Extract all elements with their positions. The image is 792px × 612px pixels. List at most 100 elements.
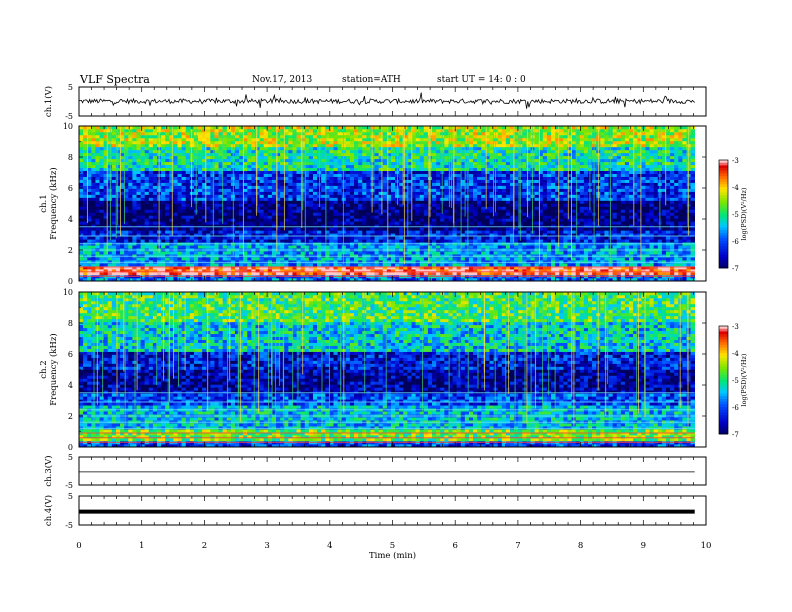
spectrogram-cell xyxy=(161,236,166,240)
spectrogram-cell xyxy=(193,266,199,270)
spectrogram-cell xyxy=(111,233,117,237)
spectrogram-cell xyxy=(317,260,322,264)
spectrogram-cell xyxy=(505,224,511,228)
spectrogram-cell xyxy=(354,215,359,219)
spectrogram-cell xyxy=(288,182,293,186)
spectrogram-cell xyxy=(579,224,585,228)
spectrogram-cell xyxy=(583,200,589,204)
spectrogram-cell xyxy=(436,191,441,195)
spectrogram-cell xyxy=(501,230,507,234)
spectrogram-cell xyxy=(239,182,244,186)
spectrogram-cell xyxy=(403,257,408,261)
spectrogram-cell xyxy=(136,233,141,237)
spectrogram-cell xyxy=(124,260,129,264)
spectrogram-cell xyxy=(321,188,326,192)
spectrogram-cell xyxy=(395,218,400,222)
spectrogram-cell xyxy=(144,266,150,270)
spectrogram-cell xyxy=(641,230,646,234)
spectrogram-cell xyxy=(657,269,663,273)
spectrogram-cell xyxy=(386,266,392,270)
spectrogram-cell xyxy=(325,272,330,276)
spectrogram-cell xyxy=(345,188,351,192)
spectrogram-cell xyxy=(333,185,338,189)
spectrogram-cell xyxy=(616,188,622,192)
spectrogram-cell xyxy=(210,194,215,198)
spectrogram-cell xyxy=(222,224,228,228)
spectrogram-cell xyxy=(292,221,297,225)
spectrogram-cell xyxy=(690,194,696,198)
spectrogram-cell xyxy=(288,218,293,222)
spectrogram-cell xyxy=(218,230,223,234)
spectrogram-cell xyxy=(510,245,515,249)
spectrogram-cell xyxy=(555,269,560,273)
spectrogram-cell xyxy=(690,203,696,207)
spectrogram-cell xyxy=(489,206,494,210)
spectrogram-cell xyxy=(304,230,310,234)
spectrogram-cell xyxy=(386,191,392,195)
spectrogram-cell xyxy=(419,221,425,225)
spectrogram-cell xyxy=(600,200,605,204)
spectrogram-cell xyxy=(99,263,104,267)
spectrogram-cell xyxy=(312,239,318,243)
spectrogram-cell xyxy=(189,206,195,210)
spectrogram-cell xyxy=(276,233,281,237)
spectrogram-cell xyxy=(427,263,433,267)
spectrogram-cell xyxy=(399,209,404,213)
spectrogram-cell xyxy=(665,215,671,219)
spectrogram-cell xyxy=(674,227,679,231)
spectrogram-cell xyxy=(263,251,269,255)
spectrogram-cell xyxy=(79,233,84,237)
spectrogram-cell xyxy=(349,206,355,210)
spectrogram-cell xyxy=(415,215,420,219)
spectrogram-cell xyxy=(349,233,355,237)
spectrogram-cell xyxy=(325,230,330,234)
spectrogram-cell xyxy=(633,278,638,282)
spectrogram-cell xyxy=(538,197,544,201)
spectrogram-cell xyxy=(579,233,585,237)
spectrogram-cell xyxy=(296,191,301,195)
spectrogram-cell xyxy=(136,239,141,243)
spectrogram-cell xyxy=(337,182,342,186)
spectrogram-cell xyxy=(583,185,589,189)
spectrogram-cell xyxy=(271,185,277,189)
spectrogram-cell xyxy=(403,212,408,216)
spectrogram-cell xyxy=(423,272,429,276)
spectrogram-cell xyxy=(161,257,166,261)
spectrogram-cell xyxy=(579,260,585,264)
spectrogram-cell xyxy=(690,278,696,282)
spectrogram-cell xyxy=(501,197,507,201)
spectrogram-cell xyxy=(538,251,544,255)
spectrogram-cell xyxy=(349,194,355,198)
spectrogram-cell xyxy=(267,233,273,237)
spectrogram-cell xyxy=(140,245,145,249)
spectrogram-cell xyxy=(107,188,113,192)
spectrogram-cell xyxy=(128,233,133,237)
spectrogram-cell xyxy=(448,185,453,189)
spectrogram-cell xyxy=(95,182,100,186)
spectrogram-cell xyxy=(386,200,392,204)
spectrogram-cell xyxy=(583,233,589,237)
spectrogram-cell xyxy=(304,218,310,222)
spectrogram-cell xyxy=(333,257,338,261)
spectrogram-cell xyxy=(477,251,482,255)
spectrogram-cell xyxy=(169,236,174,240)
spectrogram-cell xyxy=(674,197,679,201)
spectrogram-cell xyxy=(583,257,589,261)
spectrogram-cell xyxy=(460,209,466,213)
spectrogram-cell xyxy=(567,236,572,240)
spectrogram-cell xyxy=(489,266,494,270)
spectrogram-cell xyxy=(239,257,244,261)
spectrogram-cell xyxy=(329,206,334,210)
spectrogram-cell xyxy=(255,203,260,207)
spectrogram-cell xyxy=(641,245,646,249)
spectrogram-cell xyxy=(120,236,125,240)
spectrogram-cell xyxy=(382,197,388,201)
spectrogram-cell xyxy=(468,224,474,228)
spectrogram-cell xyxy=(284,272,289,276)
spectrogram-cell xyxy=(218,245,223,249)
spectrogram-cell xyxy=(202,269,207,273)
spectrogram-cell xyxy=(83,185,88,189)
spectrogram-cell xyxy=(169,203,174,207)
spectrogram-cell xyxy=(218,257,223,261)
spectrogram-cell xyxy=(169,206,174,210)
